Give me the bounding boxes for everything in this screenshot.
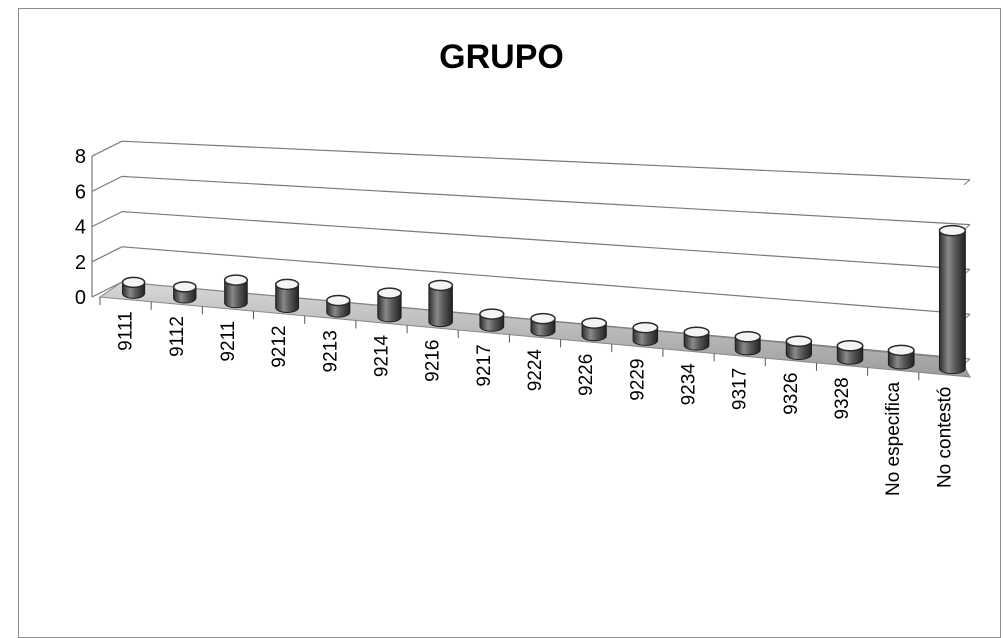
x-tick-label: 9328 (832, 377, 853, 419)
bar (172, 281, 197, 304)
gridline (121, 140, 971, 181)
bar (377, 287, 402, 323)
bar-body (428, 284, 453, 328)
bar-top (428, 279, 454, 292)
gridline-stub (91, 175, 123, 192)
y-tick-label: 0 (75, 287, 86, 309)
bar-top (377, 287, 402, 299)
bar-top (938, 224, 967, 237)
bar-top (632, 321, 659, 334)
y-tick-label: 2 (75, 252, 86, 274)
y-tick-label: 8 (75, 146, 86, 168)
x-tick-label: 9234 (679, 363, 700, 406)
bar (479, 308, 505, 332)
x-tick-label: 9217 (474, 344, 495, 386)
gridline-stub (91, 246, 123, 263)
bar (326, 294, 351, 318)
gridline (121, 211, 971, 270)
bar (530, 312, 556, 337)
bar-top (734, 330, 761, 343)
gridline (121, 175, 971, 226)
bar (632, 321, 659, 346)
bar-top (785, 335, 813, 348)
bar-top (223, 274, 248, 286)
x-tick-label: No especifica (883, 382, 904, 496)
bar-top (887, 344, 915, 357)
x-tick-label: No contestó (934, 387, 955, 488)
bar-body (224, 279, 248, 309)
bar (581, 317, 608, 342)
right-tick (963, 179, 971, 186)
bar (887, 344, 915, 370)
bar (836, 340, 864, 365)
x-tick-label: 9111 (116, 311, 137, 350)
x-tick-label: 9224 (525, 349, 546, 392)
bar-top (836, 340, 864, 352)
bar-top (172, 281, 197, 293)
bar-top (274, 278, 300, 291)
x-tick-label: 9317 (730, 368, 751, 410)
gridline-stub (91, 140, 123, 157)
bar (428, 279, 454, 328)
x-tick-label: 9214 (371, 334, 392, 377)
bar (683, 326, 710, 351)
bar-top (326, 294, 351, 307)
y-tick-label: 6 (75, 181, 86, 203)
x-tick-label: 9212 (269, 325, 290, 367)
x-tick-label: 9211 (218, 321, 239, 362)
chart-title: GRUPO (439, 38, 564, 76)
bar (734, 330, 761, 356)
bar-body (275, 283, 300, 313)
bar (274, 278, 300, 313)
bar-top (530, 312, 556, 325)
bar (223, 274, 248, 309)
x-tick-label: 9326 (781, 373, 802, 415)
chart-plot: 0 2 4 6 8 9111 9112 9211 9212 9213 9214 9216 9217 922… (75, 140, 971, 496)
x-tick-label: 9226 (576, 354, 597, 396)
bar-body (938, 230, 966, 375)
bar-top (581, 317, 608, 329)
gridline-stub (91, 281, 123, 298)
gridline (121, 246, 971, 315)
bar (938, 224, 967, 375)
y-tick-label: 4 (75, 217, 86, 239)
bar-top (683, 326, 710, 338)
x-tick-label: 9229 (627, 358, 648, 400)
bar-body (377, 292, 402, 323)
bar-top (121, 276, 146, 289)
bar-top (479, 308, 505, 320)
gridline-stub (91, 211, 123, 228)
x-tick-label: 9216 (423, 340, 444, 382)
bar (785, 335, 813, 361)
x-tick-label: 9213 (320, 330, 341, 372)
x-tick-label: 9112 (167, 316, 188, 357)
bar (121, 276, 146, 299)
